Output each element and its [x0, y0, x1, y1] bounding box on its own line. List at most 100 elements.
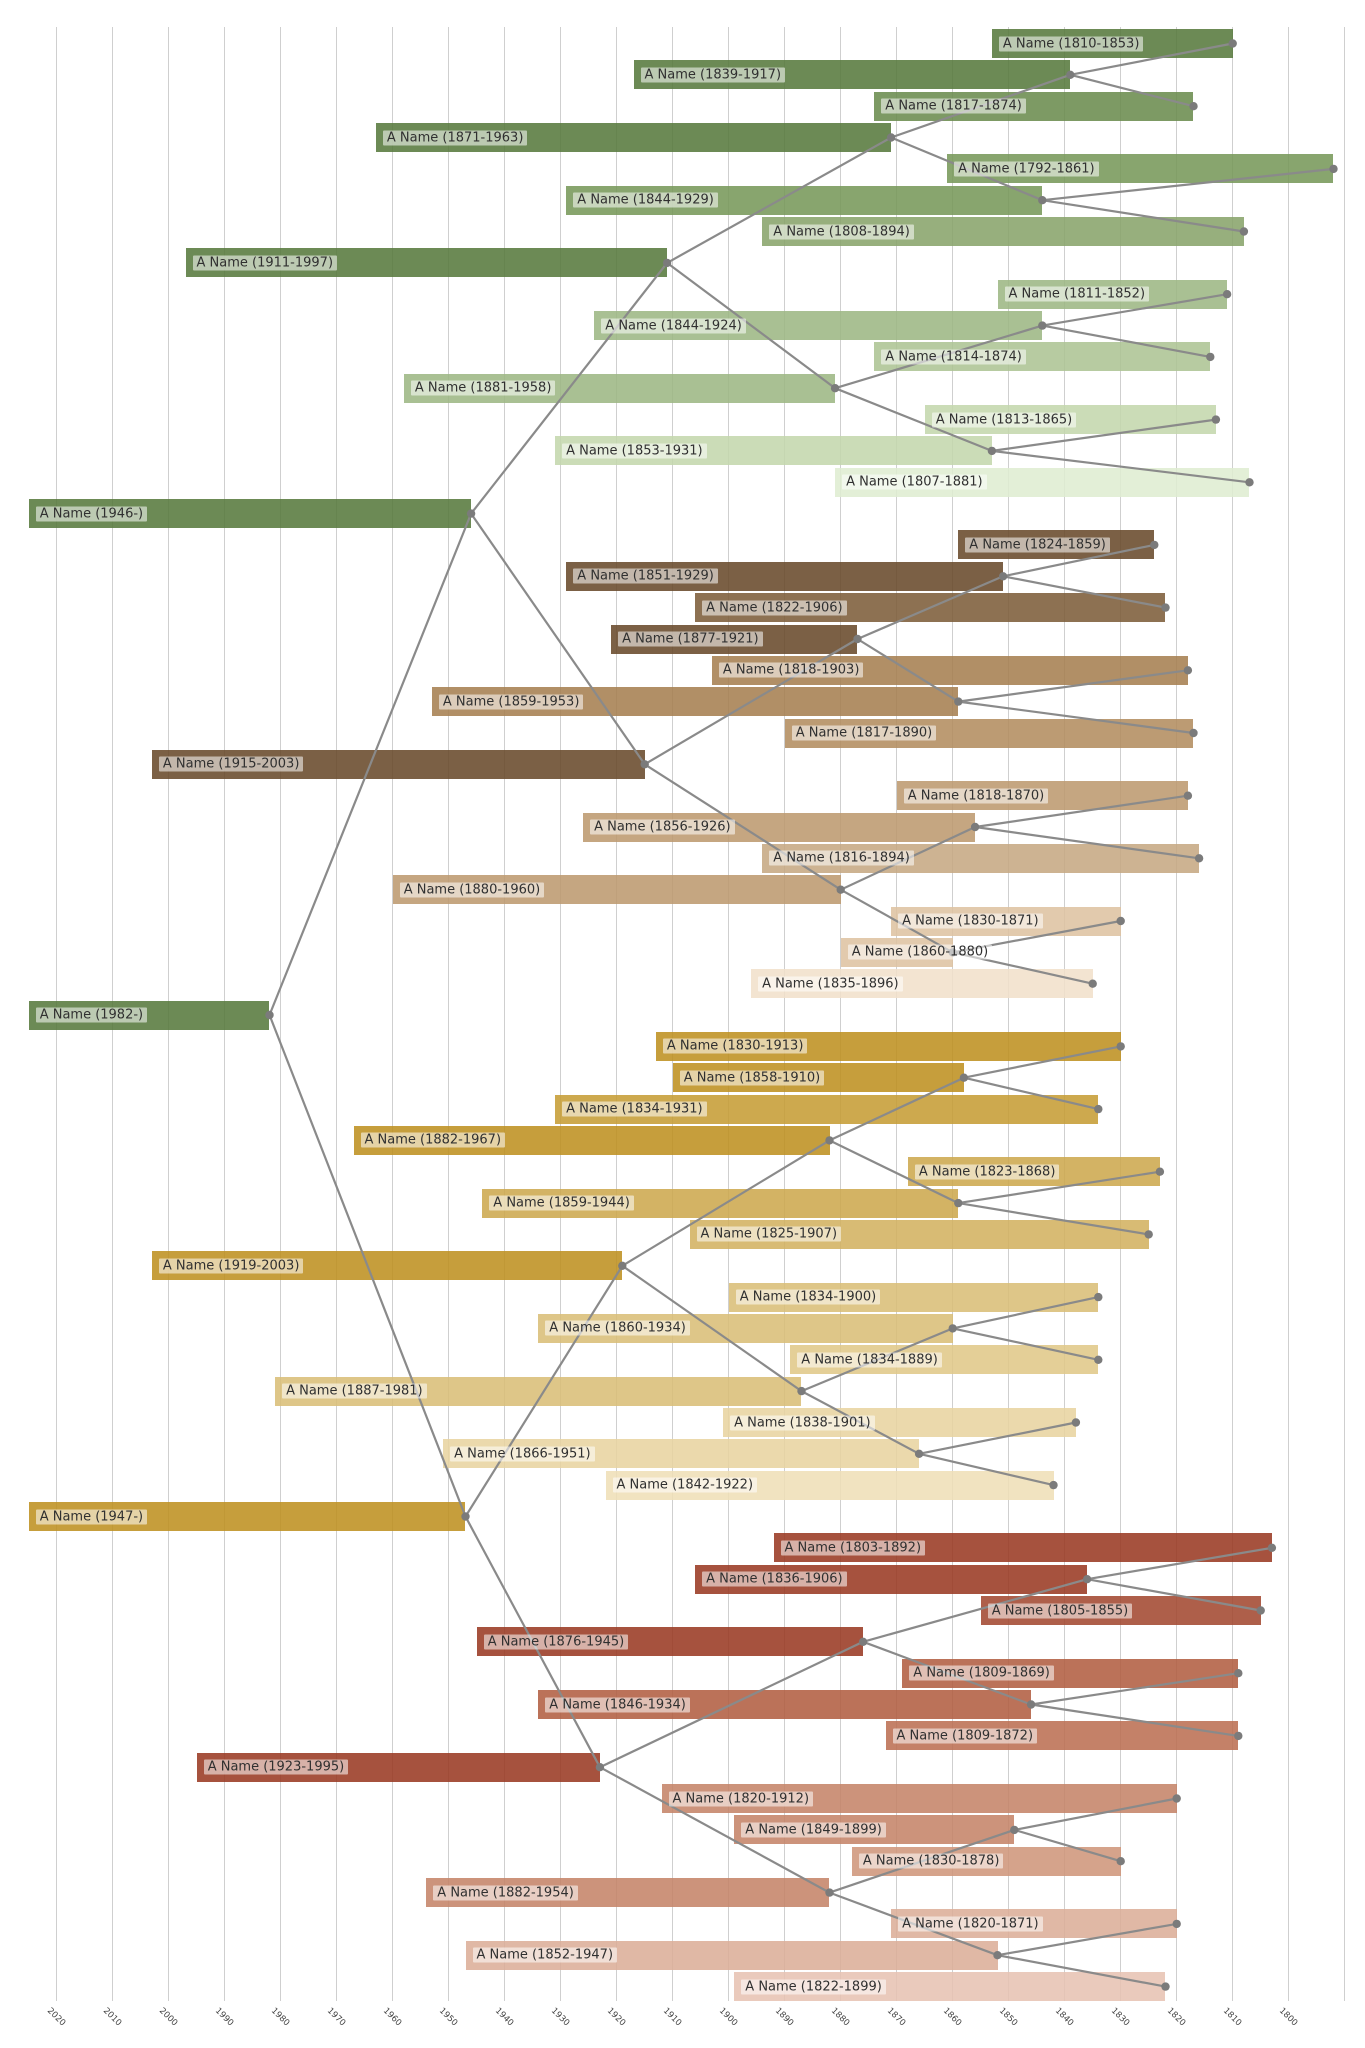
birth-dot [1189, 102, 1198, 111]
parent-link-line [918, 1421, 1077, 1455]
person-label: A Name (1877-1921) [618, 631, 763, 647]
parent-link-line [268, 513, 473, 1016]
parent-link-line [1086, 1546, 1273, 1581]
birth-dot [1010, 1825, 1019, 1835]
person-label: A Name (1882-1954) [433, 1885, 578, 1901]
parent-link-line [1013, 1828, 1122, 1863]
birth-dot [1038, 196, 1047, 205]
person-label: A Name (1839-1917) [640, 67, 786, 83]
parent-link-line [840, 888, 954, 954]
birth-dot [1082, 1575, 1092, 1584]
parent-link-line [991, 418, 1217, 452]
parent-link-line [268, 1014, 467, 1517]
axis-tick-label: 1840 [1052, 2006, 1075, 2029]
axis-tick-label: 2000 [156, 2006, 179, 2029]
parent-link-line [834, 387, 993, 452]
decade-gridline [784, 27, 786, 2001]
birth-dot [1206, 352, 1215, 362]
axis-tick-label: 1970 [324, 2006, 347, 2029]
parent-link-line [599, 1766, 831, 1894]
parent-link-line [1042, 293, 1228, 327]
person-label: A Name (1881-1958) [410, 380, 556, 396]
birth-dot [1183, 666, 1193, 675]
axis-tick-label: 1950 [436, 2006, 459, 2029]
person-label: A Name (1876-1945) [483, 1634, 629, 1650]
axis-tick-label: 1920 [604, 2006, 627, 2029]
person-label: A Name (1834-1900) [735, 1289, 881, 1305]
birth-dot [1172, 1794, 1181, 1803]
axis-tick-label: 1820 [1164, 2006, 1187, 2029]
birth-dot [1144, 1230, 1153, 1239]
parent-link-line [1042, 199, 1245, 233]
birth-dot [1228, 39, 1237, 48]
birth-dot [1161, 603, 1170, 612]
person-label: A Name (1822-1899) [741, 1979, 886, 1995]
parent-link-line [666, 262, 836, 390]
parent-link-line [1042, 167, 1334, 202]
birth-dot [618, 1261, 627, 1271]
person-label: A Name (1818-1903) [718, 662, 864, 678]
person-label: A Name (1982-) [35, 1007, 148, 1023]
birth-dot [1094, 1104, 1103, 1114]
birth-dot [1234, 1669, 1243, 1678]
person-label: A Name (1824-1859) [965, 537, 1110, 553]
person-label: A Name (1830-1878) [858, 1853, 1004, 1869]
axis-tick-label: 1910 [660, 2006, 683, 2029]
decade-gridline [1176, 27, 1178, 2001]
birth-dot [825, 1136, 834, 1145]
decade-gridline [392, 27, 394, 2001]
person-label: A Name (1838-1901) [730, 1415, 875, 1430]
parent-link-line [599, 1640, 864, 1769]
person-label: A Name (1808-1894) [769, 224, 914, 239]
birth-dot [1071, 1418, 1081, 1427]
person-label: A Name (1823-1868) [914, 1164, 1060, 1180]
axis-tick-label: 1850 [996, 2006, 1019, 2029]
parent-link-line [666, 136, 892, 264]
person-label: A Name (1836-1906) [702, 1571, 847, 1587]
parent-link-line [974, 825, 1200, 860]
axis-tick-label: 1960 [380, 2006, 403, 2029]
parent-link-line [952, 1327, 1099, 1361]
person-label: A Name (1842-1922) [612, 1477, 758, 1493]
decade-gridline [728, 27, 730, 2001]
person-label: A Name (1820-1912) [668, 1791, 814, 1806]
decade-gridline [448, 27, 450, 2001]
person-label: A Name (1915-2003) [158, 756, 304, 772]
person-label: A Name (1810-1853) [998, 36, 1144, 51]
decade-gridline [672, 27, 674, 2001]
decade-gridline [1232, 27, 1234, 2001]
birth-dot [1211, 415, 1221, 424]
person-label: A Name (1817-1874) [881, 98, 1026, 114]
parent-link-line [958, 1202, 1149, 1236]
person-label: A Name (1830-1913) [662, 1038, 808, 1054]
birth-dot [797, 1386, 806, 1396]
birth-dot [1088, 979, 1097, 988]
birth-dot [1116, 1042, 1125, 1051]
axis-tick-label: 1900 [716, 2006, 739, 2029]
person-label: A Name (1851-1929) [573, 568, 718, 584]
birth-dot [595, 1763, 605, 1772]
birth-dot [466, 509, 476, 518]
person-label: A Name (1816-1894) [769, 850, 914, 866]
parent-link-line [862, 1578, 1088, 1643]
birth-dot [1183, 791, 1193, 800]
birth-dot [1066, 70, 1075, 80]
parent-link-line [958, 700, 1194, 735]
person-label: A Name (1947-) [35, 1509, 148, 1524]
person-label: A Name (1813-1865) [931, 412, 1077, 428]
parent-link-line [644, 763, 842, 891]
parent-link-line [958, 1170, 1161, 1205]
parent-link-line [470, 262, 668, 515]
parent-link-line [1002, 575, 1166, 609]
parent-link-line [856, 638, 959, 703]
axis-tick-label: 2010 [100, 2006, 123, 2029]
birth-dot [825, 1888, 834, 1897]
decade-gridline [840, 27, 842, 2001]
person-label: A Name (1830-1871) [898, 913, 1043, 929]
parent-link-line [621, 1139, 831, 1267]
parent-link-line [1030, 1703, 1239, 1737]
person-label: A Name (1852-1947) [472, 1947, 618, 1963]
